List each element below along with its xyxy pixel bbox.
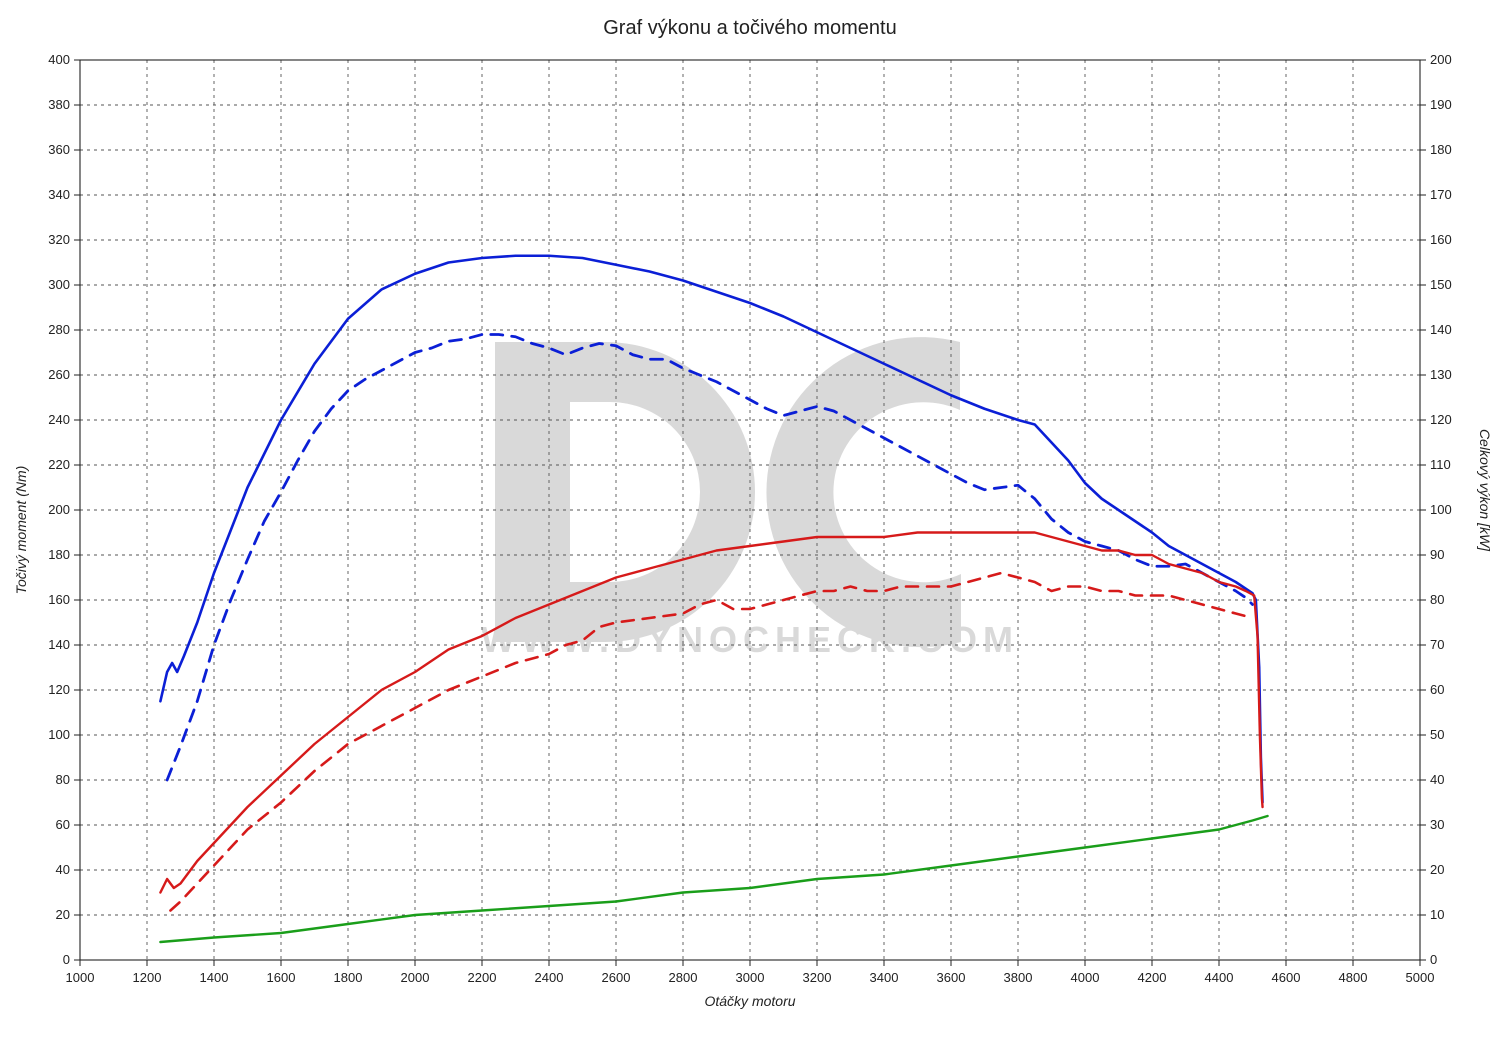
y1-tick-label: 120 <box>48 682 70 697</box>
chart-title: Graf výkonu a točivého momentu <box>603 17 896 39</box>
y2-tick-label: 180 <box>1430 142 1452 157</box>
y1-tick-label: 400 <box>48 52 70 67</box>
x-tick-label: 5000 <box>1406 970 1435 985</box>
x-tick-label: 3400 <box>870 970 899 985</box>
x-tick-label: 3800 <box>1004 970 1033 985</box>
y1-tick-label: 220 <box>48 457 70 472</box>
y1-tick-label: 80 <box>56 772 70 787</box>
y2-tick-label: 60 <box>1430 682 1444 697</box>
y1-tick-label: 160 <box>48 592 70 607</box>
y2-tick-label: 10 <box>1430 907 1444 922</box>
y2-tick-label: 190 <box>1430 97 1452 112</box>
y1-tick-label: 200 <box>48 502 70 517</box>
y1-tick-label: 180 <box>48 547 70 562</box>
x-tick-label: 2400 <box>535 970 564 985</box>
x-tick-label: 1800 <box>334 970 363 985</box>
x-tick-label: 2200 <box>468 970 497 985</box>
x-tick-label: 4000 <box>1071 970 1100 985</box>
x-tick-label: 3600 <box>937 970 966 985</box>
y2-tick-label: 40 <box>1430 772 1444 787</box>
x-tick-label: 3000 <box>736 970 765 985</box>
x-tick-label: 4600 <box>1272 970 1301 985</box>
y2-axis-title: Celkový výkon [kW] <box>1477 429 1493 552</box>
chart-svg: WWW.DYNOCHECK.COM10001200140016001800200… <box>0 0 1500 1041</box>
y2-tick-label: 30 <box>1430 817 1444 832</box>
y1-tick-label: 240 <box>48 412 70 427</box>
y1-tick-label: 140 <box>48 637 70 652</box>
y1-tick-label: 340 <box>48 187 70 202</box>
y2-tick-label: 70 <box>1430 637 1444 652</box>
y2-tick-label: 0 <box>1430 952 1437 967</box>
x-axis-title: Otáčky motoru <box>704 993 795 1009</box>
x-tick-label: 2000 <box>401 970 430 985</box>
x-tick-label: 4800 <box>1339 970 1368 985</box>
x-tick-label: 1200 <box>133 970 162 985</box>
y1-tick-label: 60 <box>56 817 70 832</box>
y2-tick-label: 100 <box>1430 502 1452 517</box>
dyno-chart: WWW.DYNOCHECK.COM10001200140016001800200… <box>0 0 1500 1041</box>
y1-tick-label: 380 <box>48 97 70 112</box>
y1-tick-label: 100 <box>48 727 70 742</box>
x-tick-label: 1000 <box>66 970 95 985</box>
x-tick-label: 1600 <box>267 970 296 985</box>
y2-tick-label: 20 <box>1430 862 1444 877</box>
y1-tick-label: 40 <box>56 862 70 877</box>
y1-tick-label: 320 <box>48 232 70 247</box>
y2-tick-label: 130 <box>1430 367 1452 382</box>
y1-tick-label: 260 <box>48 367 70 382</box>
y2-tick-label: 200 <box>1430 52 1452 67</box>
y2-tick-label: 160 <box>1430 232 1452 247</box>
x-tick-label: 4200 <box>1138 970 1167 985</box>
y1-tick-label: 280 <box>48 322 70 337</box>
y1-tick-label: 0 <box>63 952 70 967</box>
y2-tick-label: 170 <box>1430 187 1452 202</box>
grid <box>80 60 1420 960</box>
x-tick-label: 2600 <box>602 970 631 985</box>
y2-tick-label: 110 <box>1430 457 1451 472</box>
x-tick-label: 3200 <box>803 970 832 985</box>
x-tick-label: 1400 <box>200 970 229 985</box>
y1-tick-label: 360 <box>48 142 70 157</box>
y1-tick-label: 300 <box>48 277 70 292</box>
y2-tick-label: 150 <box>1430 277 1452 292</box>
watermark-url: WWW.DYNOCHECK.COM <box>481 619 1019 660</box>
x-tick-label: 2800 <box>669 970 698 985</box>
y2-tick-label: 50 <box>1430 727 1444 742</box>
x-tick-label: 4400 <box>1205 970 1234 985</box>
y2-tick-label: 90 <box>1430 547 1444 562</box>
y2-tick-label: 140 <box>1430 322 1452 337</box>
y2-tick-label: 80 <box>1430 592 1444 607</box>
y1-axis-title: Točivý moment (Nm) <box>13 466 29 595</box>
y1-tick-label: 20 <box>56 907 70 922</box>
y2-tick-label: 120 <box>1430 412 1452 427</box>
